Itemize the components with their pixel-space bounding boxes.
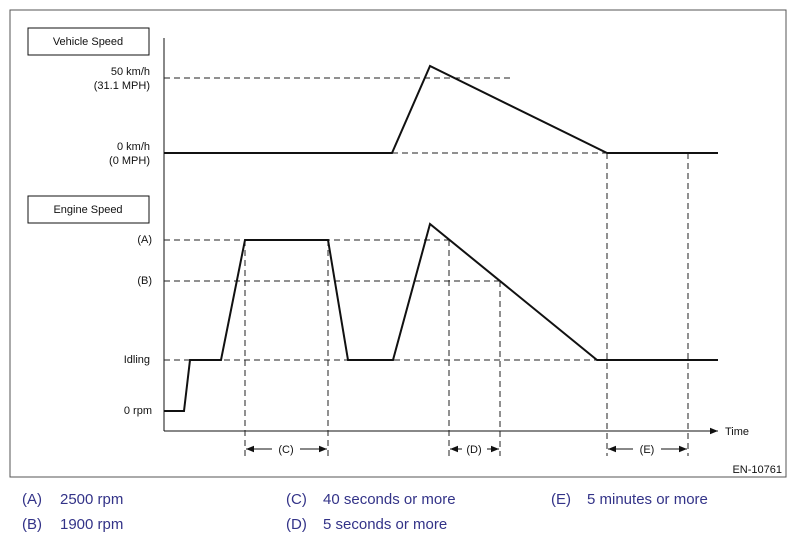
legend-text: 1900 rpm (60, 516, 123, 533)
legend-text: 5 minutes or more (587, 491, 708, 508)
legend-key: (C) (286, 491, 307, 508)
axis-label: 0 km/h (117, 141, 150, 153)
axis-label: Idling (124, 354, 150, 366)
interval-label: (D) (466, 444, 481, 456)
guides (164, 77, 718, 456)
axis-label: (0 MPH) (109, 155, 150, 167)
figure-id: EN-10761 (732, 464, 782, 476)
legend-key: (A) (22, 491, 42, 508)
vehicle-speed-trace (164, 64, 718, 154)
legend-text: 5 seconds or more (323, 516, 447, 533)
axis-label: Time (725, 426, 749, 438)
frame (9, 9, 787, 478)
legend-key: (D) (286, 516, 307, 533)
label: Engine Speed (53, 204, 122, 216)
legend-text: 40 seconds or more (323, 491, 456, 508)
axis-label: 0 rpm (124, 405, 152, 417)
axis-label: (A) (137, 234, 152, 246)
label-box (27, 195, 150, 224)
legend-text: 2500 rpm (60, 491, 123, 508)
axis-label: (31.1 MPH) (94, 80, 150, 92)
interval-label: (C) (278, 444, 293, 456)
label: Vehicle Speed (53, 36, 123, 48)
legend-key: (E) (551, 491, 571, 508)
engine-speed-trace (164, 222, 718, 412)
axis-label: (B) (137, 275, 152, 287)
label-box (27, 27, 150, 56)
interval-label: (E) (640, 444, 655, 456)
axis-label: 50 km/h (111, 66, 150, 78)
legend-key: (B) (22, 516, 42, 533)
